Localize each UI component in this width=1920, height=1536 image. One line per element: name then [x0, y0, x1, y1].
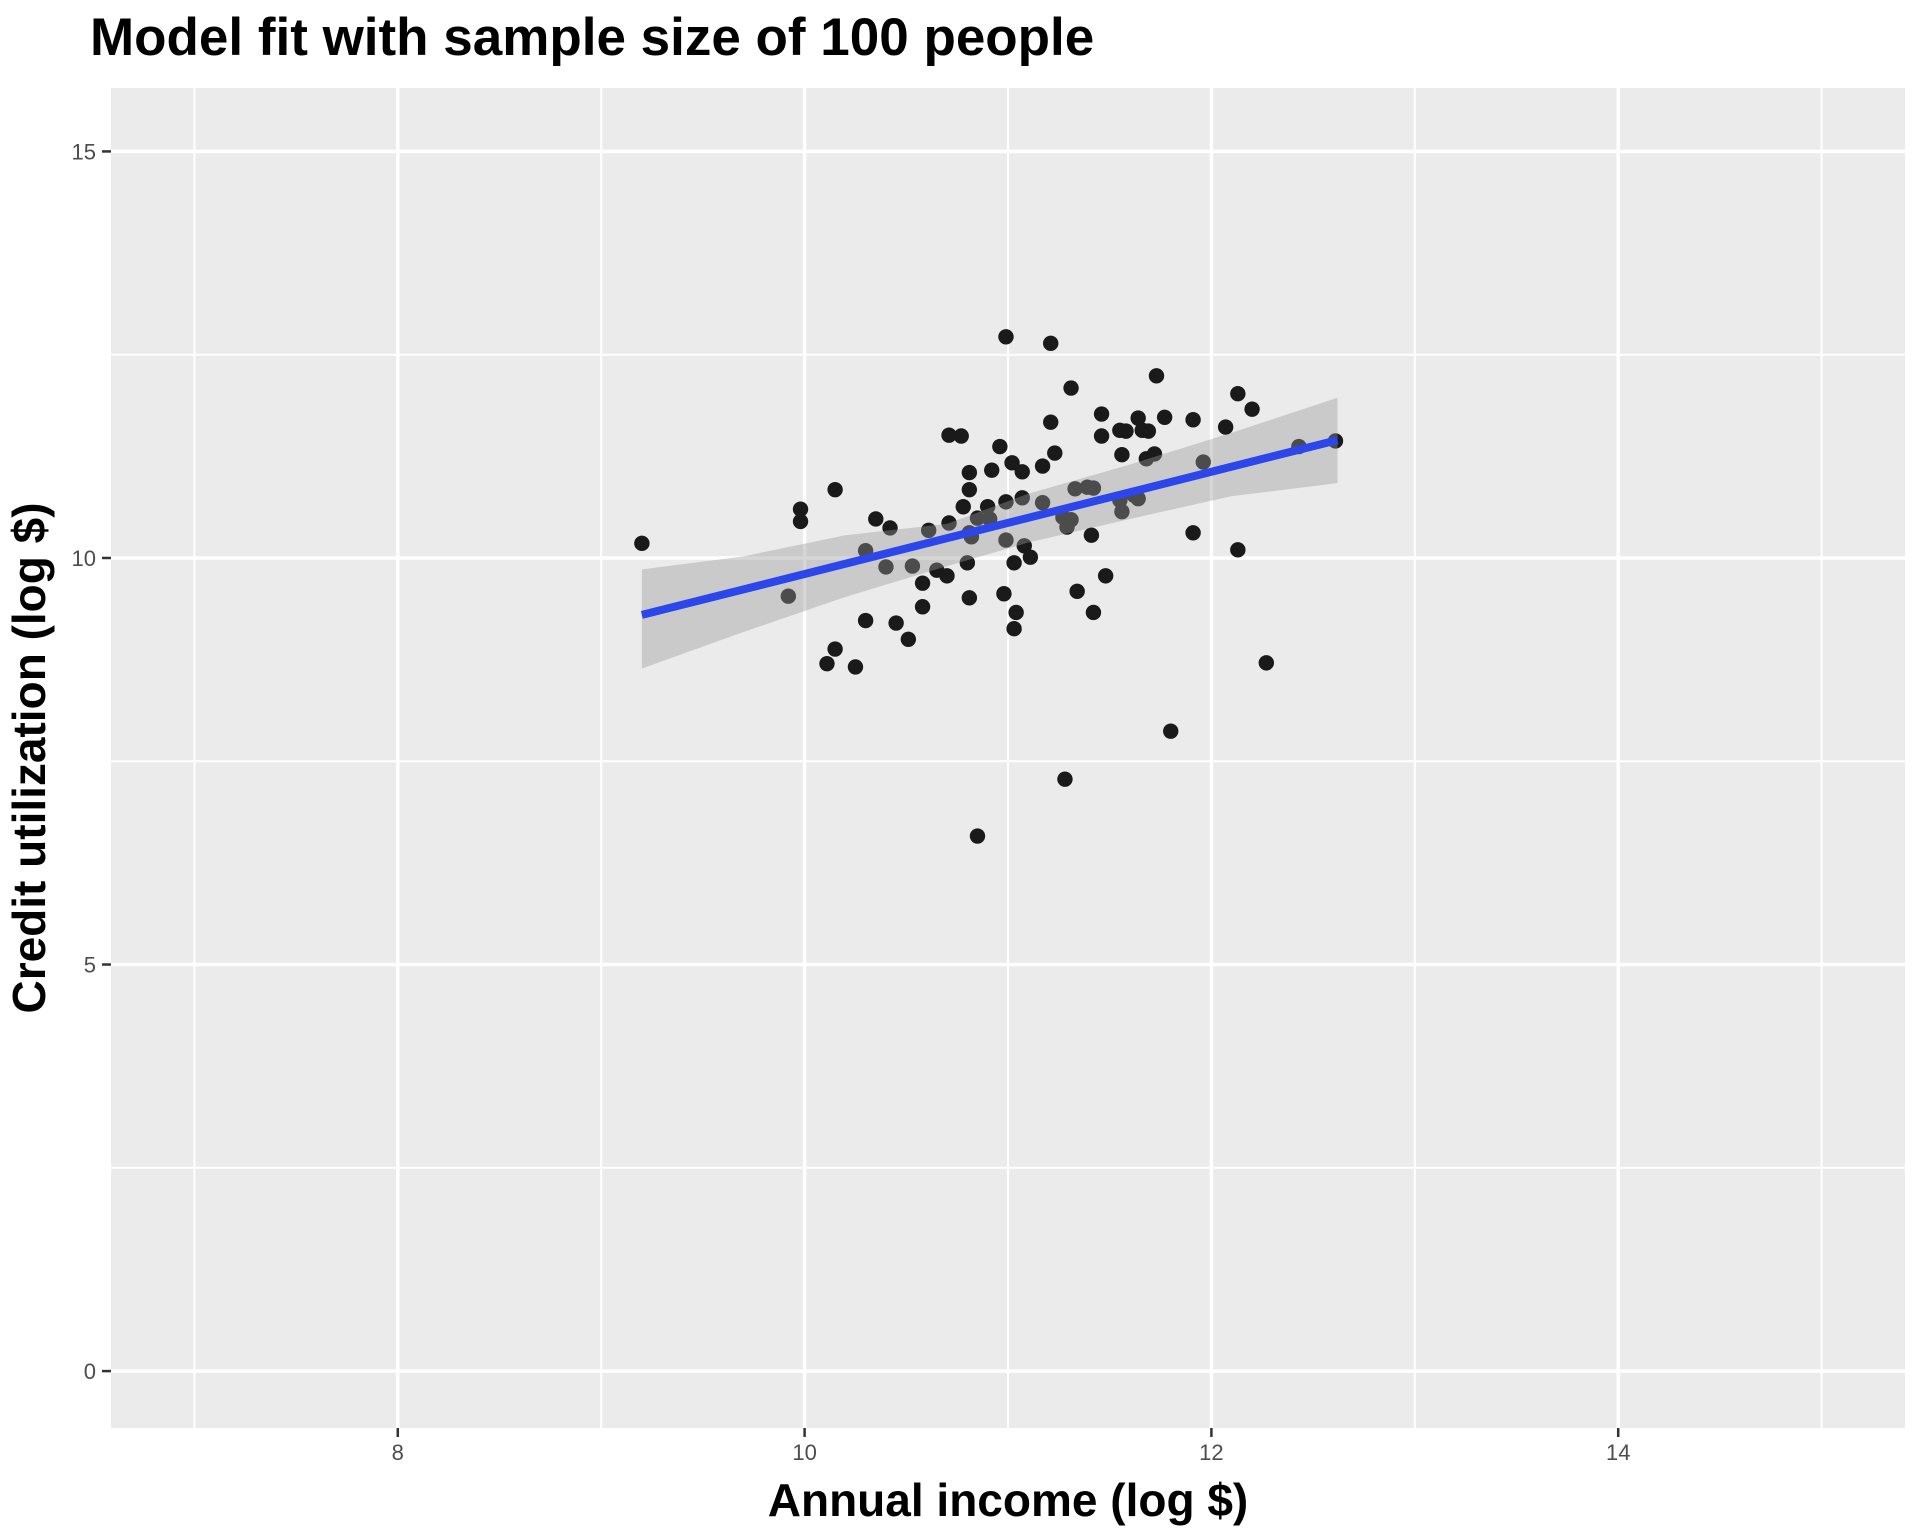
data-point: [1114, 503, 1130, 520]
x-axis-tick-labels: 8 10 12 14: [392, 1440, 1631, 1465]
y-tick-label: 10: [72, 546, 96, 571]
data-point: [914, 599, 931, 615]
data-point: [959, 555, 976, 571]
data-point: [998, 329, 1014, 345]
data-point: [1006, 555, 1022, 571]
data-point: [888, 615, 904, 631]
data-point: [992, 438, 1008, 455]
data-point: [1034, 494, 1051, 511]
x-tick-label: 8: [392, 1440, 404, 1465]
data-point: [1043, 335, 1059, 352]
data-point: [920, 522, 937, 539]
data-point: [857, 612, 874, 629]
data-point: [1004, 455, 1020, 471]
data-point: [1093, 428, 1110, 444]
data-point: [961, 464, 978, 481]
confidence-ribbon: [641, 397, 1338, 669]
data-point: [1244, 401, 1260, 417]
data-point: [979, 499, 996, 515]
data-point: [1156, 409, 1173, 426]
data-point: [1014, 464, 1030, 480]
data-point: [780, 588, 797, 604]
data-point: [941, 515, 957, 531]
y-tick-label: 15: [72, 139, 96, 164]
minor-gridlines: [111, 88, 1905, 1428]
data-point: [996, 586, 1012, 602]
y-tick-label: 5: [84, 953, 96, 978]
data-point: [998, 494, 1014, 510]
data-point: [634, 535, 650, 552]
trend-line: [640, 436, 1339, 619]
data-point: [1130, 410, 1146, 426]
data-point: [900, 631, 917, 647]
data-point: [819, 655, 835, 672]
data-point: [1083, 527, 1100, 543]
data-point: [827, 481, 843, 498]
data-point: [1118, 423, 1134, 439]
y-tick-label: 0: [84, 1359, 96, 1384]
data-point: [1085, 604, 1102, 621]
data-point: [969, 828, 986, 844]
data-point: [941, 427, 957, 443]
data-point: [1057, 771, 1073, 787]
data-point: [1063, 380, 1079, 396]
data-point: [1230, 542, 1246, 558]
data-point: [1140, 423, 1157, 439]
data-point: [955, 499, 971, 515]
data-point: [1093, 406, 1110, 422]
data-point: [1067, 481, 1083, 497]
data-point: [847, 659, 864, 675]
data-point: [998, 532, 1014, 548]
data-point: [961, 590, 978, 606]
regression-line: [640, 436, 1339, 619]
data-point: [939, 568, 955, 584]
data-point: [792, 501, 809, 517]
data-point: [1014, 490, 1030, 506]
chart-title: Model fit with sample size of 100 people: [90, 8, 1094, 67]
data-point: [1217, 419, 1234, 435]
data-point: [1022, 549, 1039, 565]
data-point: [868, 511, 884, 527]
data-point: [984, 462, 1000, 478]
data-point: [1034, 458, 1051, 474]
data-point: [1059, 519, 1075, 535]
data-point: [953, 428, 969, 444]
y-axis-tick-labels: 0 5 10 15: [72, 139, 96, 1384]
data-point: [792, 513, 809, 530]
data-point: [1195, 454, 1211, 470]
major-gridlines: [111, 88, 1905, 1428]
data-point: [904, 558, 921, 574]
data-point: [1258, 655, 1275, 671]
data-point: [1006, 621, 1022, 637]
data-point: [1085, 480, 1102, 496]
data-point: [1008, 604, 1024, 621]
y-axis-label: Credit utilization (log $): [3, 502, 55, 1013]
confidence-band: [641, 397, 1338, 669]
data-point: [1230, 386, 1246, 402]
data-point: [1185, 412, 1201, 428]
data-point: [1146, 446, 1163, 462]
data-point: [882, 520, 898, 536]
data-point: [827, 641, 843, 657]
data-point: [1047, 445, 1063, 461]
axis-tick-marks: [102, 150, 1620, 1437]
data-point: [1185, 525, 1201, 541]
data-point: [1069, 583, 1085, 600]
x-tick-label: 10: [792, 1440, 816, 1465]
data-point: [914, 575, 931, 591]
data-point: [961, 481, 978, 498]
x-tick-label: 14: [1606, 1440, 1630, 1465]
x-axis-label: Annual income (log $): [768, 1474, 1248, 1526]
data-point: [1114, 447, 1130, 463]
x-tick-label: 12: [1199, 1440, 1223, 1465]
data-point: [1148, 368, 1165, 384]
data-point: [878, 559, 894, 575]
data-point: [969, 510, 986, 526]
data-point: [1097, 568, 1114, 584]
data-point: [1163, 723, 1179, 739]
data-point: [1016, 538, 1032, 554]
data-point: [1043, 414, 1059, 430]
